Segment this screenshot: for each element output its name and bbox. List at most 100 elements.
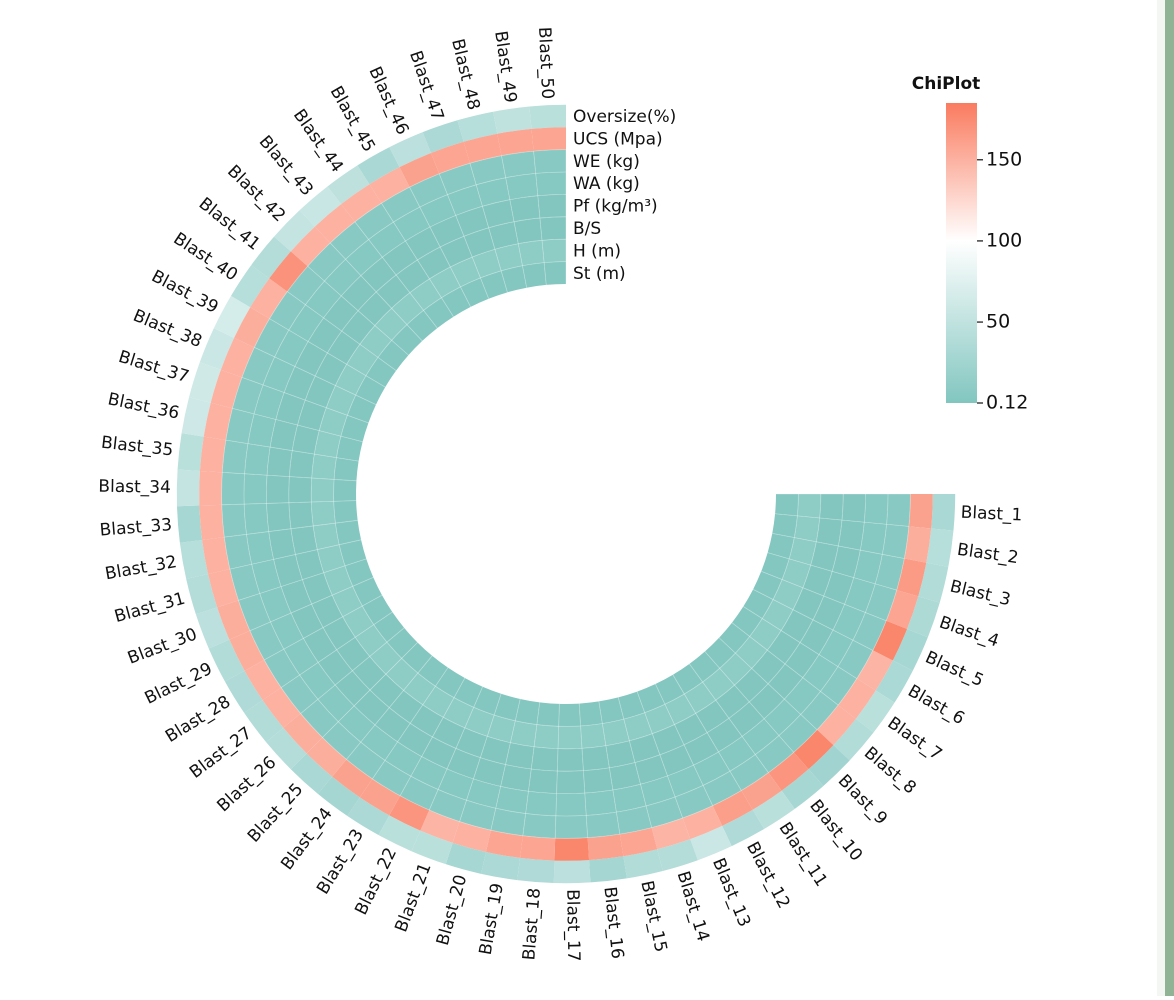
column-label: Blast_39 bbox=[148, 266, 221, 318]
heatmap-cell bbox=[452, 821, 491, 852]
heatmap-cell bbox=[637, 684, 665, 713]
heatmap-cell bbox=[455, 206, 489, 237]
heatmap-cell bbox=[672, 663, 703, 695]
heatmap-cell bbox=[482, 199, 515, 228]
heatmap-cell bbox=[221, 504, 247, 538]
heatmap-cell bbox=[734, 668, 769, 702]
heatmap-cell bbox=[525, 791, 557, 816]
heatmap-cell bbox=[294, 341, 328, 376]
heatmap-cell bbox=[308, 317, 342, 353]
heatmap-cell bbox=[393, 207, 430, 242]
heatmap-cell bbox=[865, 583, 897, 621]
heatmap-cell bbox=[345, 239, 383, 276]
heatmap-cell bbox=[497, 128, 534, 156]
heatmap-cell bbox=[664, 694, 696, 725]
heatmap-cell bbox=[323, 295, 359, 332]
heatmap-cell bbox=[302, 572, 333, 605]
heatmap-cell bbox=[555, 793, 587, 816]
heatmap-cell bbox=[789, 537, 817, 566]
heatmap-cell bbox=[251, 559, 282, 594]
heatmap-cell bbox=[522, 813, 556, 839]
heatmap-cell bbox=[501, 151, 536, 178]
heatmap-cell bbox=[459, 800, 496, 831]
heatmap-cell bbox=[800, 691, 839, 730]
heatmap-cell bbox=[291, 604, 324, 639]
grid-ring-line bbox=[266, 194, 866, 794]
column-label: Blast_21 bbox=[391, 860, 435, 935]
heatmap-cell bbox=[275, 392, 306, 426]
heatmap-cell bbox=[177, 433, 204, 471]
heatmap-cell bbox=[464, 707, 495, 737]
heatmap-cell bbox=[487, 715, 516, 743]
legend-tick-label: 0.12 bbox=[986, 392, 1028, 414]
grid-radial-line bbox=[232, 407, 363, 443]
heatmap-cell bbox=[199, 470, 223, 506]
heatmap-cell bbox=[460, 277, 489, 307]
heatmap-cell bbox=[907, 596, 940, 638]
heatmap-cell bbox=[557, 725, 582, 749]
heatmap-cell bbox=[382, 241, 418, 275]
heatmap-cell bbox=[584, 789, 617, 816]
heatmap-cell bbox=[314, 430, 341, 458]
heatmap-cell bbox=[289, 450, 315, 479]
grid-radial-line bbox=[598, 701, 621, 835]
heatmap-cell bbox=[249, 621, 284, 660]
heatmap-cell bbox=[634, 754, 668, 785]
heatmap-cell bbox=[820, 666, 857, 706]
heatmap-cell bbox=[767, 533, 795, 559]
heatmap-cell bbox=[391, 292, 424, 325]
heatmap-cell bbox=[753, 571, 783, 600]
heatmap-cell bbox=[203, 402, 233, 441]
column-label: Blast_20 bbox=[433, 873, 471, 948]
heatmap-cell bbox=[389, 795, 430, 831]
heatmap-cell bbox=[555, 815, 588, 839]
heatmap-cell bbox=[886, 590, 919, 630]
legend-title: ChiPlot bbox=[912, 74, 981, 94]
heatmap-cell bbox=[317, 684, 355, 722]
heatmap-cell bbox=[375, 707, 411, 742]
heatmap-cell bbox=[833, 718, 874, 761]
heatmap-cell bbox=[655, 674, 685, 705]
grid-ring-line bbox=[288, 216, 844, 772]
heatmap-cell bbox=[399, 152, 440, 188]
heatmap-cell bbox=[305, 281, 342, 318]
heatmap-cell bbox=[784, 677, 821, 715]
heatmap-cell bbox=[341, 310, 375, 345]
heatmap-cell bbox=[768, 752, 809, 791]
heatmap-cell bbox=[749, 683, 785, 719]
heatmap-cell bbox=[781, 609, 813, 643]
heatmap-cell bbox=[397, 723, 433, 757]
grid-radial-line bbox=[225, 439, 359, 462]
heatmap-cell bbox=[232, 377, 264, 414]
heatmap-cell bbox=[396, 259, 430, 293]
heatmap-cell bbox=[466, 778, 501, 809]
heatmap-cell bbox=[450, 257, 481, 287]
grid-radial-line bbox=[399, 677, 466, 796]
row-label: B/S bbox=[573, 219, 601, 239]
heatmap-cell bbox=[406, 310, 438, 341]
heatmap-cell bbox=[335, 520, 362, 545]
heatmap-cell bbox=[391, 324, 423, 356]
heatmap-cell bbox=[931, 494, 956, 531]
grid-radial-line bbox=[689, 663, 769, 773]
heatmap-cell bbox=[767, 630, 801, 664]
heatmap-cell bbox=[536, 702, 560, 727]
grid-radial-line bbox=[221, 500, 357, 506]
grid-radial-line bbox=[578, 703, 589, 838]
heatmap-cell bbox=[186, 574, 218, 615]
heatmap-cell bbox=[323, 616, 356, 650]
heatmap-cell bbox=[819, 494, 844, 521]
heatmap-cell bbox=[290, 525, 318, 555]
heatmap-cell bbox=[274, 330, 309, 367]
heatmap-cell bbox=[775, 494, 799, 516]
heatmap-cell bbox=[657, 839, 698, 871]
heatmap-cell bbox=[229, 564, 260, 601]
column-label: Blast_17 bbox=[562, 889, 583, 962]
heatmap-cell bbox=[886, 494, 911, 527]
heatmap-cell bbox=[440, 236, 473, 267]
grid-radial-line bbox=[329, 242, 423, 342]
grid-radial-line bbox=[490, 698, 521, 831]
heatmap-cell bbox=[254, 384, 285, 420]
heatmap-cell bbox=[314, 204, 355, 243]
